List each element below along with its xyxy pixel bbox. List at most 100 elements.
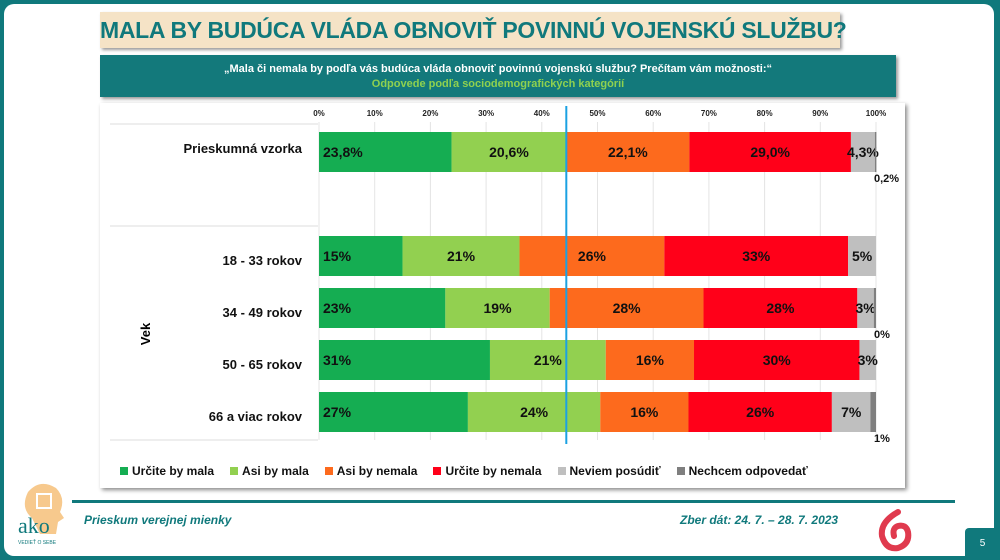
legend-item: Nechcem odpovedať bbox=[676, 464, 808, 478]
bar-segment bbox=[689, 132, 851, 172]
footer-date: Zber dát: 24. 7. – 28. 7. 2023 bbox=[680, 513, 839, 527]
bar-segment bbox=[319, 288, 446, 328]
bar-segment bbox=[605, 340, 695, 380]
data-label: 16% bbox=[636, 352, 665, 368]
x-tick-label: 60% bbox=[645, 109, 661, 118]
bar-segment bbox=[519, 236, 665, 276]
legend-swatch bbox=[324, 467, 333, 475]
data-label: 27% bbox=[323, 404, 352, 420]
x-tick-label: 30% bbox=[478, 109, 494, 118]
category-label: 50 - 65 rokov bbox=[223, 357, 303, 372]
legend-label: Neviem posúdiť bbox=[569, 464, 661, 478]
spiral-logo-icon bbox=[878, 509, 912, 552]
group-label: Vek bbox=[138, 322, 153, 345]
legend-swatch bbox=[230, 467, 239, 475]
footer-survey: Prieskum verejnej mienky bbox=[84, 513, 232, 527]
subtitle: Odpovede podľa sociodemografických kateg… bbox=[371, 78, 625, 90]
bar-segment bbox=[489, 340, 606, 380]
data-label: 24% bbox=[520, 404, 549, 420]
legend-item: Asi by mala bbox=[230, 464, 309, 478]
category-label: 18 - 33 rokov bbox=[223, 253, 303, 268]
x-tick-label: 0% bbox=[313, 109, 325, 118]
bar-segment bbox=[831, 392, 871, 432]
bar-segment bbox=[451, 132, 567, 172]
x-tick-label: 100% bbox=[866, 109, 886, 118]
bar-segment bbox=[703, 288, 858, 328]
x-tick-label: 10% bbox=[367, 109, 383, 118]
bar-segment bbox=[319, 340, 490, 380]
legend-swatch bbox=[557, 467, 566, 475]
category-label: Prieskumná vzorka bbox=[183, 141, 302, 156]
bar-segment bbox=[874, 132, 877, 172]
data-label: 21% bbox=[447, 248, 476, 264]
x-tick-label: 70% bbox=[701, 109, 717, 118]
data-label: 1% bbox=[874, 433, 890, 445]
slide-title: MALA BY BUDÚCA VLÁDA OBNOVIŤ POVINNÚ VOJ… bbox=[100, 12, 847, 48]
data-label: 20,6% bbox=[489, 144, 529, 160]
question-text: „Mala či nemala by podľa vás budúca vlád… bbox=[223, 63, 773, 75]
data-label: 30% bbox=[763, 352, 792, 368]
bar-segment bbox=[850, 132, 875, 172]
data-label: 16% bbox=[630, 404, 659, 420]
bar-segment bbox=[467, 392, 601, 432]
legend-item: Asi by nemala bbox=[324, 464, 418, 478]
data-label: 23,8% bbox=[323, 144, 363, 160]
data-label: 28% bbox=[613, 300, 642, 316]
bar-segment bbox=[549, 288, 704, 328]
bar-segment bbox=[870, 392, 876, 432]
bar-segment bbox=[319, 132, 452, 172]
data-label: 26% bbox=[578, 248, 607, 264]
data-label: 28% bbox=[766, 300, 795, 316]
bar-segment bbox=[319, 392, 468, 432]
question-box: „Mala či nemala by podľa vás budúca vlád… bbox=[100, 55, 896, 97]
footer-divider bbox=[72, 500, 955, 503]
legend: Určite by mala Asi by mala Asi by nemala Ur… bbox=[120, 464, 900, 478]
data-label: 5% bbox=[852, 248, 873, 264]
legend-label: Nechcem odpovedať bbox=[688, 464, 808, 478]
legend-swatch bbox=[120, 467, 128, 475]
legend-label: Určite by mala bbox=[132, 464, 215, 478]
data-label: 4,3% bbox=[847, 144, 879, 160]
data-label: 0% bbox=[874, 329, 890, 341]
legend-item: Neviem posúdiť bbox=[557, 464, 661, 478]
bar-segment bbox=[694, 340, 860, 380]
bar-segment bbox=[873, 288, 876, 328]
legend-label: Asi by nemala bbox=[336, 464, 418, 478]
bar-segment bbox=[859, 340, 876, 380]
stacked-bar-chart: 0% 10% 20% 30% 40% 50% 60% 70% 80% 90% 100% Vek Prie… bbox=[110, 106, 899, 445]
bar-segment bbox=[600, 392, 689, 432]
data-label: 0,2% bbox=[874, 173, 899, 185]
bar-segment bbox=[566, 132, 690, 172]
bar-segment bbox=[688, 392, 832, 432]
data-label: 15% bbox=[323, 248, 352, 264]
legend-label: Určite by nemala bbox=[445, 464, 542, 478]
ako-logo: ako VEDIEŤ O SEBE bbox=[18, 483, 64, 546]
data-label: 26% bbox=[746, 404, 775, 420]
bar-segment bbox=[857, 288, 874, 328]
bar-segment bbox=[848, 236, 876, 276]
data-label: 3% bbox=[855, 300, 876, 316]
data-label: 21% bbox=[534, 352, 563, 368]
data-label: 29,0% bbox=[750, 144, 790, 160]
bar-segment bbox=[445, 288, 550, 328]
category-label: 66 a viac rokov bbox=[209, 409, 303, 424]
bar-segment bbox=[664, 236, 849, 276]
legend-item: Určite by nemala bbox=[433, 464, 542, 478]
x-tick-label: 20% bbox=[422, 109, 438, 118]
legend-swatch bbox=[433, 467, 442, 475]
data-label: 19% bbox=[484, 300, 513, 316]
legend-swatch bbox=[676, 467, 685, 475]
x-tick-label: 40% bbox=[534, 109, 550, 118]
x-tick-label: 80% bbox=[757, 109, 773, 118]
category-label: 34 - 49 rokov bbox=[223, 305, 303, 320]
bar-segment bbox=[402, 236, 520, 276]
page-number: 5 bbox=[965, 528, 1000, 560]
data-label: 23% bbox=[323, 300, 352, 316]
bar-segment bbox=[319, 236, 403, 276]
data-label: 22,1% bbox=[608, 144, 648, 160]
svg-text:ako: ako bbox=[18, 513, 50, 538]
legend-label: Asi by mala bbox=[242, 464, 309, 478]
x-tick-label: 90% bbox=[812, 109, 828, 118]
data-label: 3% bbox=[858, 352, 879, 368]
legend-item: Určite by mala bbox=[120, 464, 214, 478]
